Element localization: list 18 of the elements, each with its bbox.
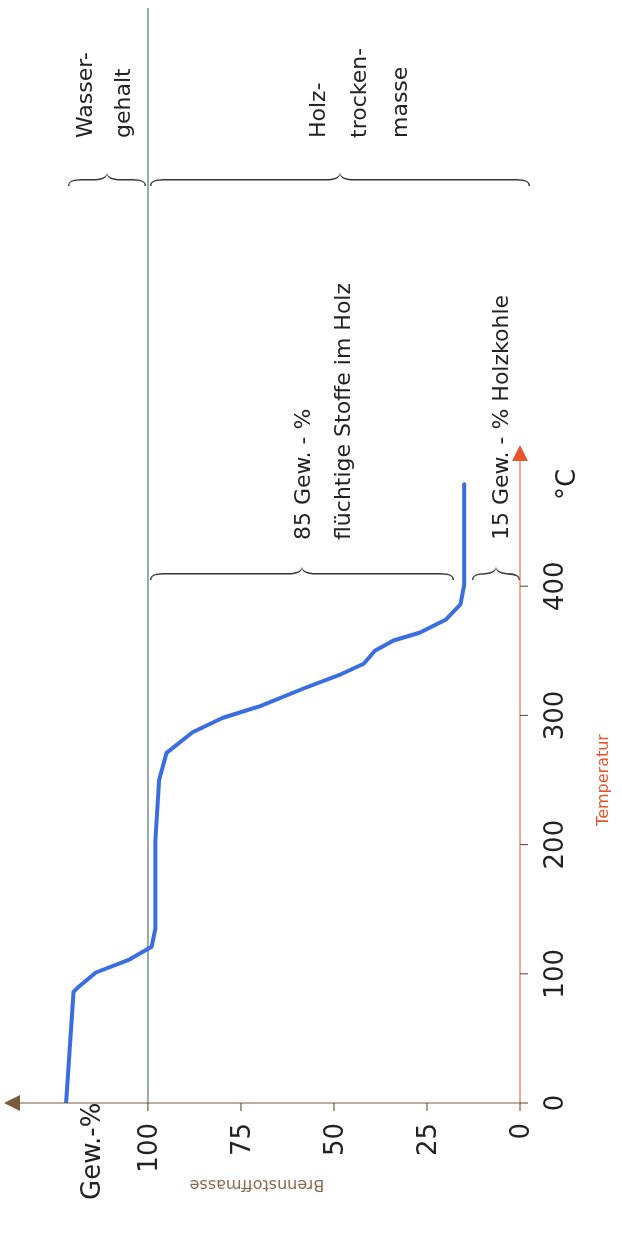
annotation: Gew.-% (76, 1102, 106, 1200)
x-tick-label: 50 (318, 1123, 349, 1157)
text: Holz- trocken- masse (305, 47, 412, 138)
y-tick-label: 100 (539, 948, 569, 999)
x-tick-label: 100 (132, 1123, 163, 1173)
y-tick-label: 400 (539, 561, 569, 612)
y-tick-label: 200 (539, 819, 569, 870)
annotation: 15 Gew. - % Holzkohle (488, 294, 513, 540)
x-tick-label: 75 (225, 1123, 256, 1157)
x-tick-label: 25 (411, 1123, 442, 1157)
text: °C (551, 468, 581, 500)
text: Wasser- gehalt (72, 52, 135, 138)
x-axis-title: Brennstoffmasse (189, 1175, 325, 1195)
y-tick-label: 0 (539, 1094, 569, 1112)
annotation: 85 Gew. - % flüchtige Stoffe im Holz (290, 282, 355, 540)
x-tick-label: 0 (505, 1123, 535, 1140)
y-axis-title: Temperatur (592, 733, 612, 827)
y-tick-label: 300 (539, 690, 569, 741)
